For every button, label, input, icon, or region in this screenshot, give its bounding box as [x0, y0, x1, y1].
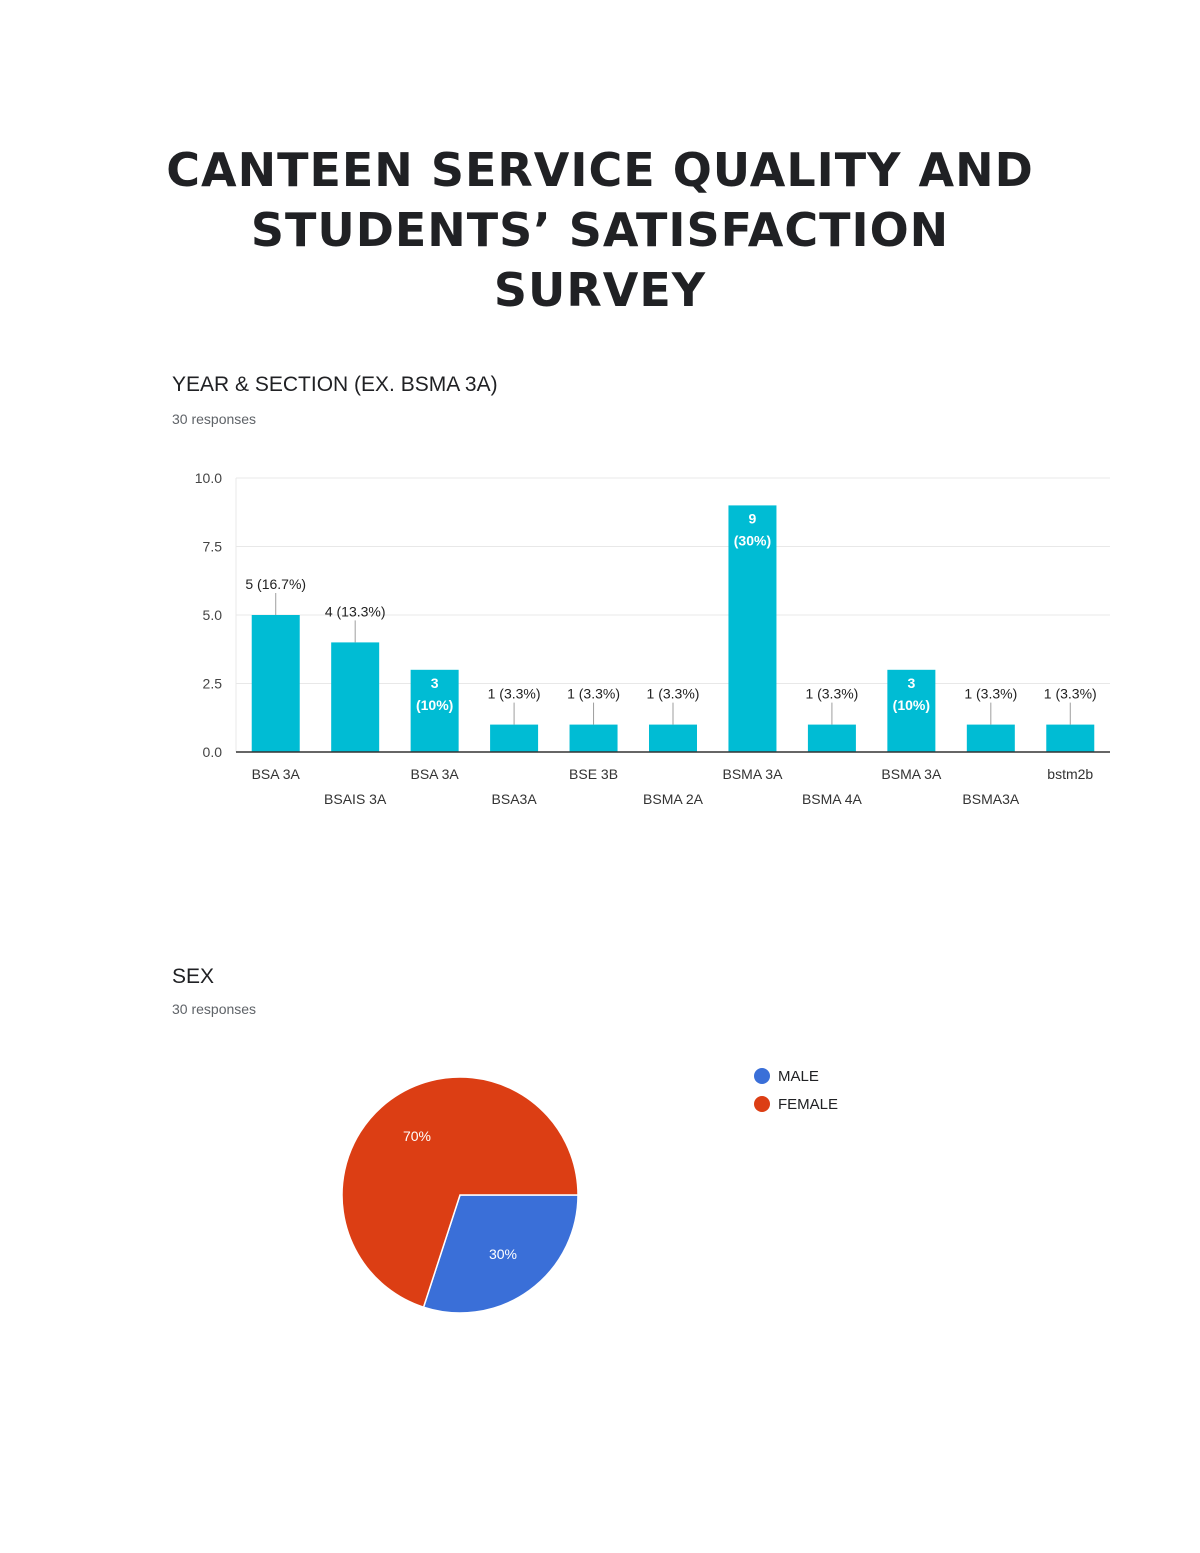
bar[interactable] — [490, 724, 539, 752]
sex-pie-chart: 30% 70% — [341, 1076, 579, 1314]
bar[interactable] — [331, 642, 380, 752]
sex-question: SEX — [172, 965, 215, 988]
pie-slice-label: 30% — [489, 1246, 517, 1262]
legend-item-male[interactable]: MALE — [754, 1062, 838, 1090]
y-tick-label: 0.0 — [203, 744, 223, 760]
bar[interactable] — [410, 669, 459, 752]
bar-data-label: 4 (13.3%) — [325, 603, 386, 619]
legend-swatch-female — [754, 1096, 770, 1112]
x-tick-label: BSE 3B — [569, 766, 618, 782]
x-tick-label: BSMA3A — [962, 791, 1019, 807]
legend-label-male: MALE — [778, 1067, 819, 1085]
bar-data-label-percent: (10%) — [416, 697, 453, 713]
y-tick-label: 2.5 — [203, 676, 223, 692]
x-tick-label: BSA 3A — [411, 766, 460, 782]
pie-slice[interactable] — [341, 1076, 579, 1309]
sex-response-count: 30 responses — [172, 1001, 257, 1017]
bar[interactable] — [728, 505, 777, 752]
bar[interactable] — [966, 724, 1015, 752]
year-section-bar-chart: 0.0 2.5 5.0 7.5 10.0 5 (16.7%) BSA 3A 4 (13.3%)… — [195, 470, 1110, 807]
title-line-1: CANTEEN SERVICE QUALITY AND — [166, 143, 1034, 197]
legend-label-female: FEMALE — [778, 1095, 839, 1113]
x-tick-label: BSA 3A — [252, 766, 301, 782]
x-tick-label: BSAIS 3A — [324, 791, 387, 807]
title-line-2: STUDENTS’ SATISFACTION — [250, 203, 950, 257]
x-tick-label: bstm2b — [1047, 766, 1093, 782]
title-line-3: SURVEY — [493, 263, 707, 317]
bar[interactable] — [887, 669, 936, 752]
bar[interactable] — [569, 724, 618, 752]
legend-item-female[interactable]: FEMALE — [754, 1090, 838, 1118]
bar-data-label: 1 (3.3%) — [805, 686, 858, 702]
bar[interactable] — [1046, 724, 1095, 752]
bar-data-label: 9 — [749, 510, 757, 526]
bar-data-label: 3 — [907, 675, 915, 691]
x-tick-label: BSMA 3A — [722, 766, 783, 782]
bar[interactable] — [807, 724, 856, 752]
bar-data-label: 3 — [431, 675, 439, 691]
bar-data-label: 1 (3.3%) — [647, 686, 700, 702]
x-tick-label: BSMA 2A — [643, 791, 704, 807]
year-section-question: YEAR & SECTION (EX. BSMA 3A) — [172, 373, 498, 396]
x-tick-label: BSA3A — [492, 791, 538, 807]
bar[interactable] — [649, 724, 697, 752]
bar-data-label-percent: (30%) — [734, 532, 771, 548]
y-tick-label: 5.0 — [203, 607, 223, 623]
bar-data-label: 1 (3.3%) — [567, 686, 620, 702]
x-tick-label: BSMA 3A — [881, 766, 942, 782]
bar-data-label: 1 (3.3%) — [1044, 686, 1097, 702]
document-title: CANTEEN SERVICE QUALITY AND STUDENTS’ SA… — [100, 140, 1100, 320]
year-section-response-count: 30 responses — [172, 411, 257, 427]
pie-slice-label: 70% — [403, 1128, 431, 1144]
bar-data-label: 1 (3.3%) — [964, 686, 1017, 702]
bar-data-label: 5 (16.7%) — [245, 576, 306, 592]
x-tick-label: BSMA 4A — [802, 791, 863, 807]
bar-data-label: 1 (3.3%) — [488, 686, 541, 702]
bar-data-label-percent: (10%) — [893, 697, 930, 713]
legend-swatch-male — [754, 1068, 770, 1084]
y-tick-label: 10.0 — [195, 470, 222, 486]
bar[interactable] — [251, 615, 300, 752]
y-tick-label: 7.5 — [203, 539, 223, 555]
sex-pie-legend: MALE FEMALE — [754, 1062, 838, 1118]
pie-slice[interactable] — [422, 1194, 579, 1314]
